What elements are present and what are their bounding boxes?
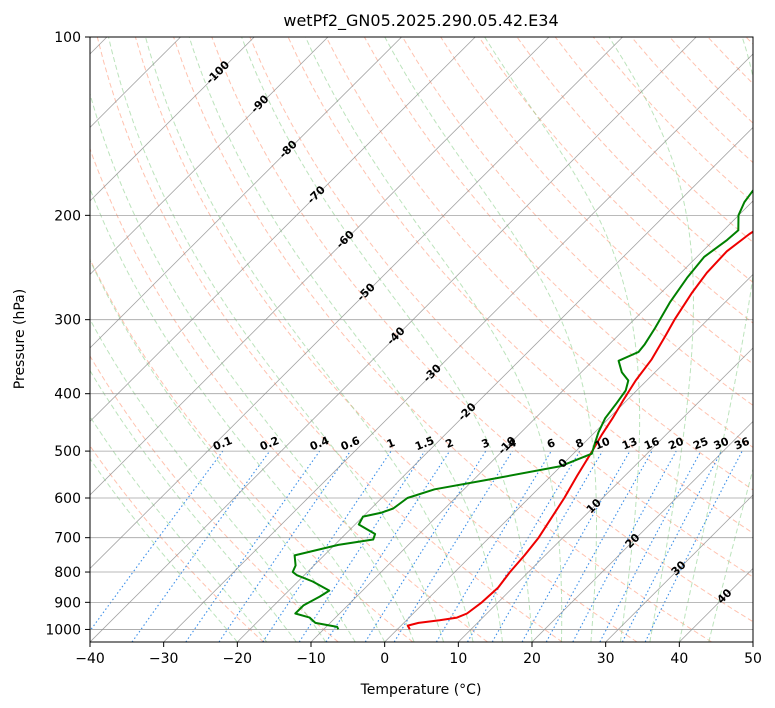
isotherm-line [458,347,753,642]
moist-adiabat-line [90,187,386,642]
x-tick-label: 0 [380,651,389,667]
mixing-ratio-line [185,450,321,642]
moist-adiabat-line [90,457,238,642]
y-tick-label: 900 [54,595,81,611]
moist-adiabat-line [188,37,503,642]
moist-adiabat-line [384,37,597,642]
moist-adiabat-line [90,415,268,642]
mixing-ratio-label: 10 [593,435,612,453]
y-tick-label: 400 [54,387,81,403]
dry-adiabat-line [516,37,753,284]
moist-adiabat-line [90,318,327,642]
mixing-ratio-label: 30 [712,435,731,453]
moist-adiabat-line [241,37,533,642]
isotherm-line [605,494,753,642]
moist-adiabat-line [708,467,753,642]
mixing-ratio-line [218,450,351,642]
isotherm-line [90,37,476,423]
mixing-ratio-line [262,450,392,642]
mixing-ratio-line [364,450,487,642]
dry-adiabat-line [134,37,638,642]
moist-adiabat-line [145,37,474,642]
mixing-ratio-label: 8 [574,436,586,451]
x-tick-label: 10 [449,651,467,667]
isotherm-line [90,37,329,275]
mixing-ratio-label: 3 [480,436,492,451]
mixing-ratio-label: 36 [732,435,751,453]
x-tick-label: −10 [296,651,326,667]
dry-adiabat-line [96,37,563,642]
mixing-ratio-line [521,450,631,642]
dry-adiabat-line [211,37,753,623]
series-lines [291,188,753,630]
x-axis-label: Temperature (°C) [360,682,482,698]
mixing-ratio-line [325,450,451,642]
isotherm-line [310,200,753,642]
y-tick-label: 700 [54,531,81,547]
isotherm-line [237,126,753,642]
x-tick-label: 30 [597,651,615,667]
mixing-ratio-label: 16 [642,435,661,453]
dry-adiabat-line [249,37,753,578]
y-tick-label: 600 [54,491,81,507]
isotherm-line [90,37,697,642]
y-tick-label: 1000 [45,622,81,638]
mixing-ratio-label: 2 [443,436,455,451]
isotherm-line [163,53,753,642]
mixing-ratio-line [90,450,224,632]
mixing-ratio-line [131,450,271,642]
x-tick-label: 20 [523,651,541,667]
dry-adiabat-line [90,445,264,642]
x-tick-label: 40 [670,651,688,667]
background-lines [90,37,753,642]
moist-adiabat-line [305,37,563,642]
isotherm-line [90,37,255,202]
y-tick-label: 200 [54,208,81,224]
dewpoint-profile-line [291,188,753,630]
x-tick-label: −40 [75,651,105,667]
dry-adiabat-line [440,37,753,365]
moist-adiabat-line [108,37,445,642]
y-tick-label: 100 [54,30,81,46]
isotherm-line [90,37,623,570]
moist-adiabat-line [484,37,641,642]
plot-background [90,37,753,642]
isotherm-line [90,37,402,349]
mixing-ratio-line [393,450,513,642]
dry-adiabat-line [90,355,339,642]
mixing-ratio-line [644,450,743,642]
mixing-ratio-label: 13 [620,435,639,453]
temperature-profile-line [406,230,753,630]
y-tick-label: 300 [54,313,81,329]
mixing-ratio-label: 1 [385,436,397,451]
mixing-ratio-line [545,450,653,642]
mixing-ratio-label: 20 [667,435,686,453]
mixing-ratio-label: 25 [691,435,710,453]
y-axis: 100 200 300 400 500 600 700 800 900 1000 [45,30,90,638]
x-tick-label: −20 [223,651,253,667]
dry-adiabat-line [173,37,712,642]
isotherm-line [531,420,753,642]
moist-adiabat-line [608,37,695,642]
moist-adiabat-line [90,259,356,642]
chart-title: wetPf2_GN05.2025.290.05.42.E34 [283,11,558,31]
y-tick-label: 800 [54,565,81,581]
y-axis-label: Pressure (hPa) [12,289,28,389]
x-axis: −40 −30 −20 −10 0 10 20 30 40 50 [75,642,762,667]
dry-adiabat-line [402,37,753,406]
x-tick-label: −30 [149,651,179,667]
mixing-ratio-line [298,450,426,642]
moist-adiabat-line [678,37,753,642]
dry-adiabat-line [90,147,488,642]
mixing-ratio-line [572,450,677,642]
plot-frame [89,36,754,643]
isotherm-line [752,641,753,642]
y-tick-label: 500 [54,444,81,460]
x-tick-label: 50 [744,651,762,667]
isotherm-line [384,273,753,642]
isotherm-line [90,37,550,496]
